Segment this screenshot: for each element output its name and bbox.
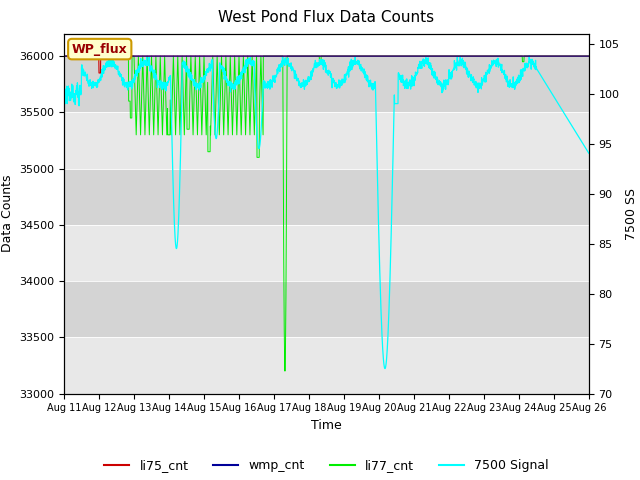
Bar <box>64 56 589 112</box>
Y-axis label: Data Counts: Data Counts <box>1 175 13 252</box>
Bar <box>64 168 589 225</box>
Title: West Pond Flux Data Counts: West Pond Flux Data Counts <box>218 11 435 25</box>
Y-axis label: 7500 SS: 7500 SS <box>625 188 638 240</box>
Bar <box>64 225 589 281</box>
Text: WP_flux: WP_flux <box>72 43 127 56</box>
Bar <box>64 112 589 168</box>
X-axis label: Time: Time <box>311 419 342 432</box>
Legend: li75_cnt, wmp_cnt, li77_cnt, 7500 Signal: li75_cnt, wmp_cnt, li77_cnt, 7500 Signal <box>99 455 554 477</box>
Bar <box>64 337 589 394</box>
Bar <box>64 281 589 337</box>
